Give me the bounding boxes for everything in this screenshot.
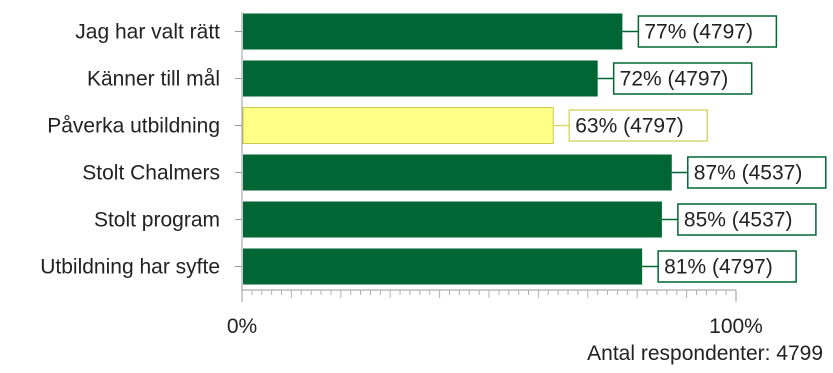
bar [243, 154, 672, 191]
bar [243, 60, 598, 97]
category-label: Stolt Chalmers [82, 162, 220, 185]
value-label-box [687, 156, 827, 189]
category-label: Påverka utbildning [47, 115, 220, 138]
value-label: 77% (4797) [644, 21, 753, 44]
bar [243, 201, 662, 238]
x-tick-label: 0% [227, 315, 257, 338]
value-label-box [677, 203, 817, 236]
category-label: Känner till mål [87, 68, 220, 91]
value-label: 81% (4797) [664, 256, 773, 279]
value-label-box [637, 15, 778, 48]
value-label: 87% (4537) [694, 162, 803, 185]
value-label: 72% (4797) [620, 68, 729, 91]
respondent-count-note: Antal respondenter: 4799 [587, 342, 823, 365]
bar [242, 107, 554, 144]
value-label-box [657, 250, 797, 283]
x-tick-label: 100% [709, 315, 763, 338]
value-label: 85% (4537) [684, 209, 793, 232]
bar [243, 13, 623, 50]
value-label: 63% (4797) [575, 115, 684, 138]
value-label-box [612, 62, 753, 95]
value-label-box [568, 109, 708, 142]
category-label: Utbildning har syfte [40, 256, 220, 279]
category-label: Jag har valt rätt [75, 21, 220, 44]
category-label: Stolt program [94, 209, 220, 232]
bar [243, 248, 643, 285]
